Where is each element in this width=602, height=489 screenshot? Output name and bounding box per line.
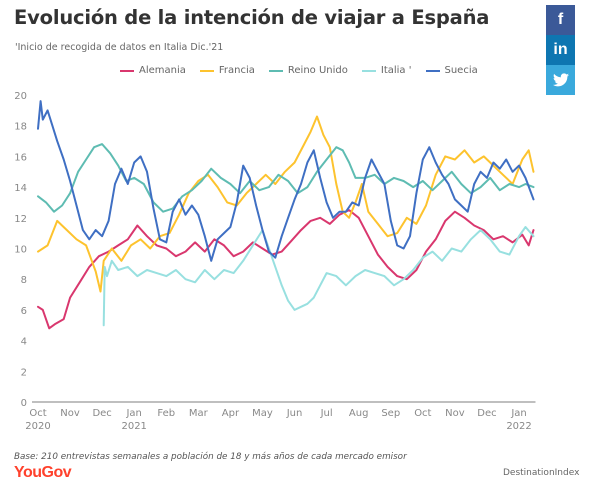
linkedin-icon: in <box>553 41 568 58</box>
legend-label: Alemania <box>139 65 186 76</box>
series-line-suecia <box>37 100 535 262</box>
y-tick-label: 8 <box>21 275 27 286</box>
y-tick-label: 18 <box>14 122 27 133</box>
legend-swatch <box>120 69 134 72</box>
x-tick-label: Feb <box>157 408 175 419</box>
x-tick-label: Dec <box>477 408 496 419</box>
y-tick-label: 12 <box>14 214 27 225</box>
y-tick-label: 0 <box>21 398 27 409</box>
series-line-francia <box>37 115 535 293</box>
x-tick-label: Sep <box>381 408 400 419</box>
x-tick-year-label: 2021 <box>121 421 146 432</box>
x-tick-label: Oct <box>414 408 431 419</box>
base-footnote: Base: 210 entrevistas semanales a poblac… <box>14 452 407 462</box>
facebook-icon: f <box>557 11 564 28</box>
social-share-bar: f in <box>546 5 575 95</box>
facebook-share-button[interactable]: f <box>546 5 575 35</box>
y-tick-label: 16 <box>14 152 27 163</box>
line-chart: 0 2 4 6 8 10 12 14 16 18 20 Oct 2020 Nov Dec Jan 2021 Feb… <box>14 91 536 432</box>
x-tick-label: Aug <box>349 408 369 419</box>
legend-item[interactable]: Reino Unido <box>268 65 348 76</box>
y-tick-label: 4 <box>21 337 27 348</box>
x-tick-year-label: 2020 <box>25 421 50 432</box>
x-tick-label: Mar <box>189 408 209 419</box>
x-tick-label: Apr <box>222 408 240 419</box>
chart-subtitle: 'Inicio de recogida de datos en Italia D… <box>15 42 224 53</box>
x-tick-label: Jun <box>286 408 303 419</box>
legend-item[interactable]: Francia <box>199 65 255 76</box>
legend-item[interactable]: Alemania <box>120 65 186 76</box>
series-line-alemania <box>37 209 535 330</box>
legend-label: Italia ' <box>380 65 412 76</box>
legend-label: Francia <box>218 65 255 76</box>
y-tick-label: 14 <box>14 183 27 194</box>
legend-swatch <box>199 69 214 72</box>
yougov-logo: YouGov <box>14 464 72 481</box>
linkedin-share-button[interactable]: in <box>546 35 575 65</box>
series-line-reino-unido <box>37 143 535 213</box>
y-tick-label: 20 <box>14 91 27 102</box>
twitter-bird-icon <box>552 73 569 87</box>
x-tick-label: Nov <box>445 408 465 419</box>
series-line-italia <box>102 226 535 327</box>
y-tick-label: 10 <box>14 245 27 256</box>
legend-swatch <box>268 69 283 72</box>
x-tick-year-label: 2022 <box>506 421 531 432</box>
legend-swatch <box>361 69 376 72</box>
chart-legend: Alemania Francia Reino Unido Italia ' Suecia <box>120 65 478 76</box>
x-tick-label: Jul <box>320 408 333 419</box>
y-tick-label: 6 <box>21 306 27 317</box>
x-tick-label: Jan <box>125 408 141 419</box>
twitter-share-button[interactable] <box>546 65 575 95</box>
chart-title: Evolución de la intención de viajar a Es… <box>14 6 490 29</box>
x-tick-label: Dec <box>92 408 111 419</box>
legend-label: Suecia <box>444 65 478 76</box>
y-tick-label: 2 <box>21 367 27 378</box>
legend-item[interactable]: Suecia <box>425 65 478 76</box>
source-label: DestinationIndex <box>503 468 580 478</box>
x-tick-label: Nov <box>60 408 80 419</box>
legend-swatch <box>425 69 440 72</box>
legend-item[interactable]: Italia ' <box>361 65 412 76</box>
x-tick-label: Oct <box>29 408 46 419</box>
legend-label: Reino Unido <box>287 65 348 76</box>
x-tick-label: Jan <box>510 408 526 419</box>
x-tick-label: May <box>252 408 273 419</box>
